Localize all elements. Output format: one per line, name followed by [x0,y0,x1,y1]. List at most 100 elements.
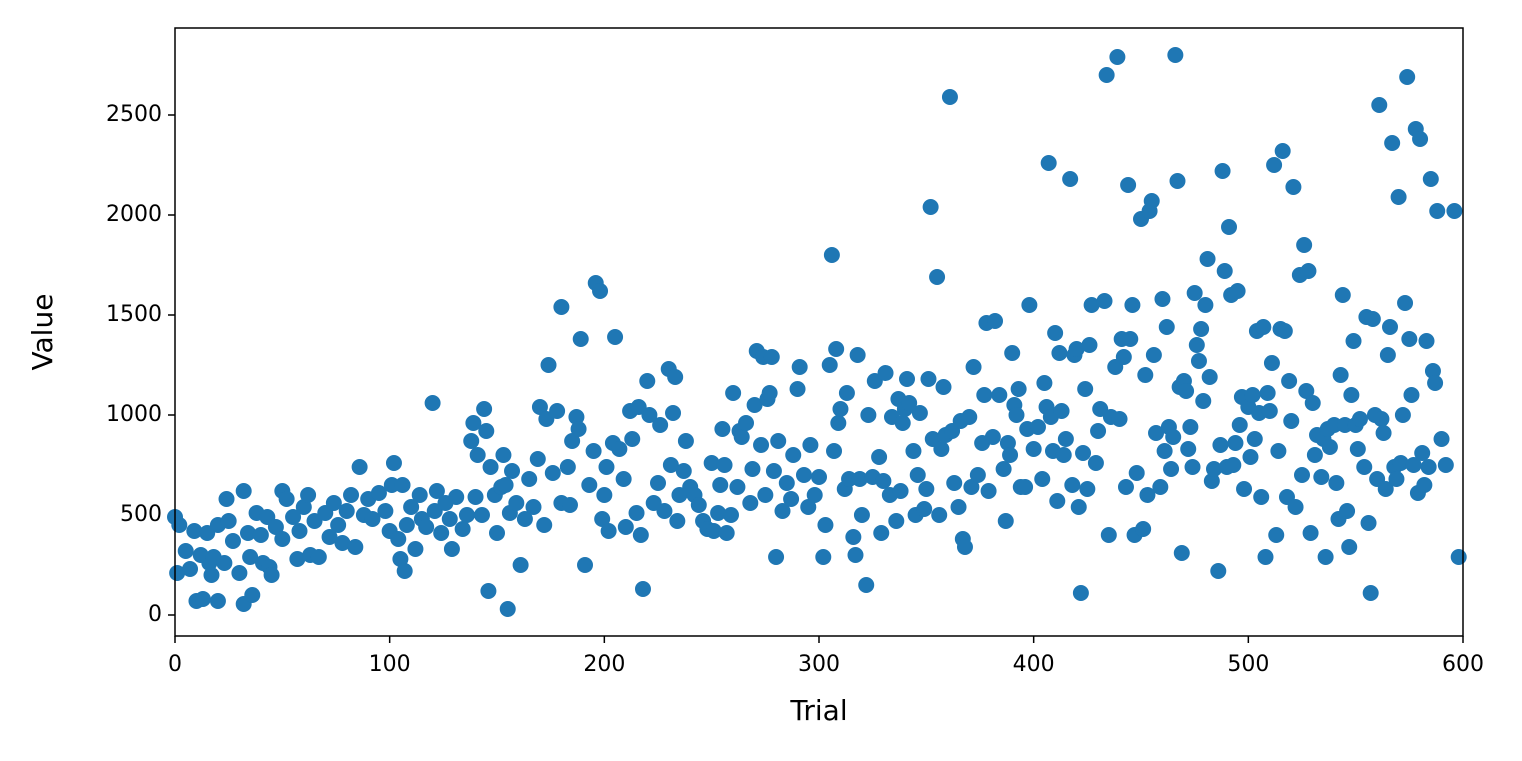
point [244,587,261,603]
point [1070,499,1087,515]
point [291,523,308,539]
point [1079,481,1096,497]
point [1255,319,1272,335]
point [1343,387,1360,403]
point [744,461,761,477]
point [1306,447,1323,463]
point [418,519,435,535]
point [1364,311,1381,327]
point [1401,331,1418,347]
point [390,531,407,547]
point [667,369,684,385]
point [394,477,411,493]
point [403,499,420,515]
point [1186,285,1203,301]
point [594,511,611,527]
point [476,401,493,417]
point [1422,171,1439,187]
point [561,497,578,513]
point [171,517,188,533]
point [950,499,967,515]
point [1182,419,1199,435]
point [1036,375,1053,391]
point [1341,539,1358,555]
point [1064,477,1081,493]
point [235,483,252,499]
point [1167,47,1184,63]
point [911,405,928,421]
point [1349,441,1366,457]
point [495,447,512,463]
point [1253,489,1270,505]
point [572,331,589,347]
point [1379,347,1396,363]
point [1416,477,1433,493]
point [665,405,682,421]
point [761,385,778,401]
point [1205,461,1222,477]
point [931,507,948,523]
point [1197,297,1214,313]
point [817,517,834,533]
point [716,457,733,473]
point [463,433,480,449]
point [918,481,935,497]
point [847,547,864,563]
point [1399,69,1416,85]
point [662,457,679,473]
point [1154,291,1171,307]
point [351,459,368,475]
point [718,525,735,541]
point [1002,447,1019,463]
point [795,467,812,483]
point [753,437,770,453]
point [899,371,916,387]
point [999,435,1016,451]
point [469,447,486,463]
point [186,523,203,539]
point [1075,445,1092,461]
point [559,459,576,475]
point [1178,383,1195,399]
point [596,487,613,503]
point [441,511,458,527]
point [1412,131,1429,147]
x-axis-label: Trial [789,694,847,727]
point [544,465,561,481]
point [901,395,918,411]
point [1332,367,1349,383]
point [1029,419,1046,435]
point [1047,325,1064,341]
point [177,543,194,559]
point [585,443,602,459]
point [1261,403,1278,419]
point [274,531,291,547]
point [1405,457,1422,473]
point [791,359,808,375]
point [1004,345,1021,361]
point [1068,341,1085,357]
point [969,467,986,483]
point [1193,321,1210,337]
point [738,415,755,431]
point [1360,515,1377,531]
point [1276,323,1293,339]
point [828,341,845,357]
point [512,557,529,573]
point [458,507,475,523]
point [1158,319,1175,335]
point [1212,437,1229,453]
point [920,371,937,387]
point [763,349,780,365]
point [504,463,521,479]
point [624,431,641,447]
point [703,455,720,471]
point [1287,499,1304,515]
point [1274,143,1291,159]
x-tick-label: 0 [168,652,182,677]
point [1081,337,1098,353]
point [1298,383,1315,399]
point [714,421,731,437]
point [1034,471,1051,487]
